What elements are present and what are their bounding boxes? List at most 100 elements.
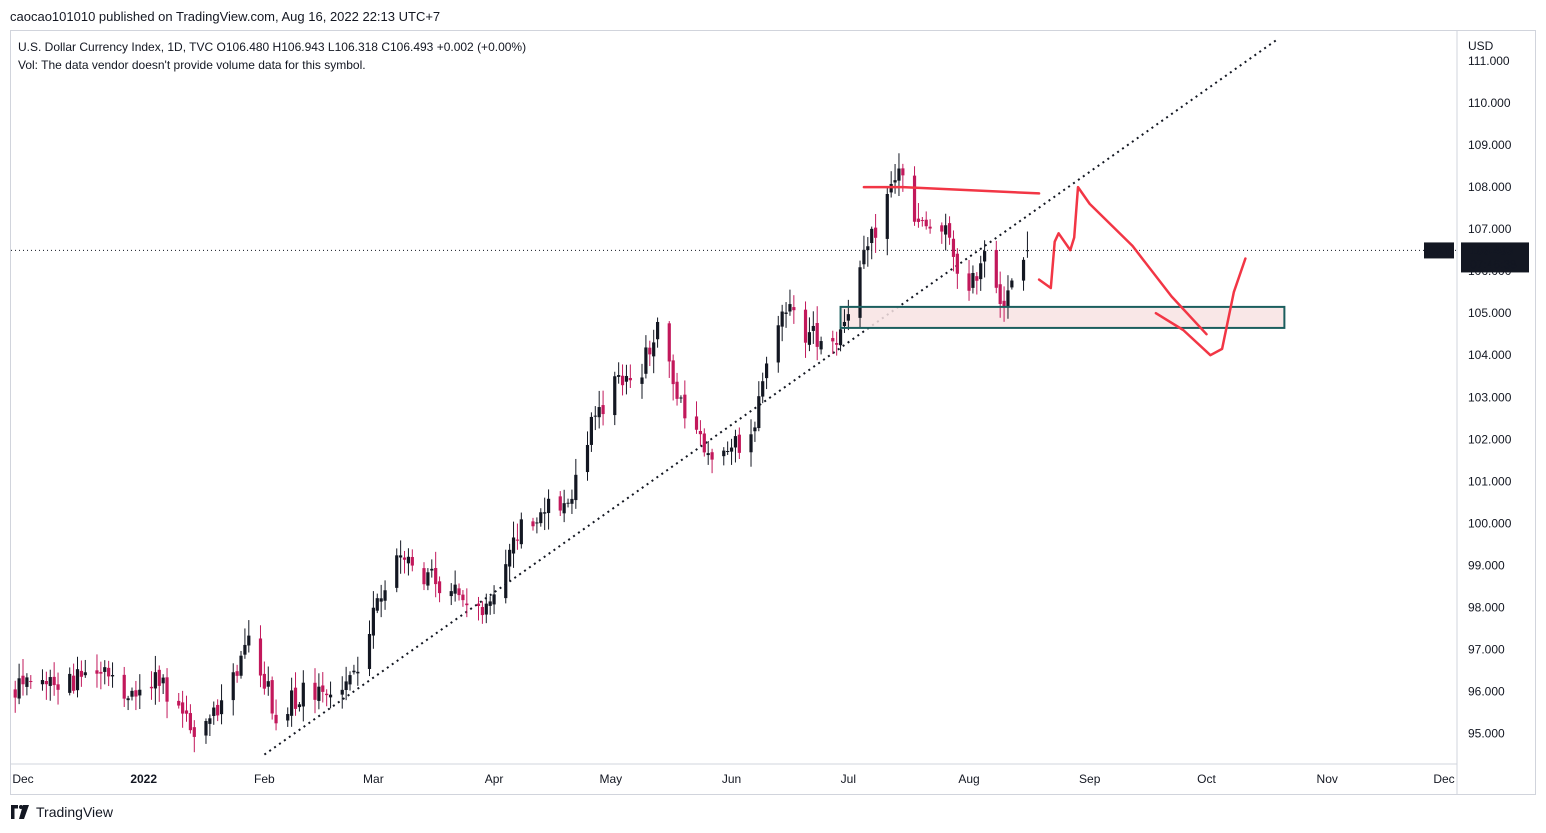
candle-body — [461, 594, 465, 601]
candle-body — [367, 633, 372, 669]
candle-body — [484, 603, 488, 615]
y-tick-label: 101.000 — [1468, 474, 1512, 488]
candle-body — [983, 251, 987, 262]
candle-body — [858, 267, 862, 318]
candle-body — [722, 450, 726, 457]
candle-body — [375, 598, 379, 611]
candle-body — [402, 557, 407, 560]
candle-body — [216, 704, 220, 716]
candle-body — [842, 321, 847, 326]
candle-body — [449, 591, 453, 597]
candle-body — [270, 680, 274, 714]
candle-body — [648, 347, 652, 355]
candle-body — [177, 700, 181, 706]
candle-body — [83, 672, 87, 676]
y-tick-label: 102.000 — [1468, 432, 1512, 446]
x-tick-label: Dec — [12, 772, 33, 786]
candle-body — [679, 397, 683, 399]
resistance-line — [862, 185, 1041, 195]
candle-body — [761, 381, 765, 397]
candle-body — [149, 686, 154, 689]
candle-body — [601, 405, 605, 415]
candle-body — [56, 684, 60, 690]
candle-body — [624, 375, 629, 382]
candle-body — [476, 603, 481, 607]
candle-body — [399, 555, 403, 558]
y-tick-label: 103.000 — [1468, 390, 1512, 404]
candle-body — [838, 329, 843, 346]
candle-body — [539, 512, 543, 524]
candle-body — [430, 568, 434, 571]
candle-body — [317, 686, 321, 701]
candle-body — [258, 638, 263, 676]
candle-body — [352, 670, 356, 673]
x-tick-label: Oct — [1197, 772, 1216, 786]
candle-body — [835, 343, 839, 345]
candle-body — [901, 168, 905, 176]
candle-body — [1021, 259, 1026, 281]
candle-body — [184, 710, 189, 714]
candle-body — [897, 168, 901, 181]
y-tick-label: 100.000 — [1468, 516, 1512, 530]
candle-body — [967, 273, 971, 291]
candle-body — [893, 180, 897, 183]
candle-body — [243, 644, 247, 655]
candle-body — [153, 672, 157, 689]
candle-body — [321, 685, 325, 692]
candle-body — [628, 377, 632, 381]
candle-body — [815, 322, 819, 347]
candle-body — [161, 677, 165, 684]
y-tick-label: 99.000 — [1468, 558, 1505, 572]
candle-body — [17, 678, 21, 699]
candle-body — [511, 537, 516, 554]
candle-body — [457, 588, 461, 596]
candle-body — [383, 590, 387, 601]
candle-body — [219, 700, 224, 715]
symbol-tag — [1424, 242, 1454, 259]
candles — [13, 153, 1030, 753]
candle-body — [465, 603, 469, 606]
candle-body — [546, 498, 551, 514]
candle-body — [975, 276, 979, 281]
candle-body — [235, 671, 239, 676]
candle-body — [293, 687, 298, 709]
candle-body — [644, 347, 648, 374]
candle-body — [99, 671, 103, 674]
candle-body — [870, 228, 874, 244]
candle-body — [613, 376, 617, 416]
candle-body — [504, 564, 508, 599]
candle-body — [52, 676, 56, 686]
candle-body — [597, 407, 601, 418]
currency-label: USD — [1468, 39, 1494, 53]
candle-body — [519, 519, 523, 545]
x-tick-label: Nov — [1317, 772, 1338, 786]
candle-body — [585, 444, 590, 473]
candle-body — [103, 667, 107, 672]
candle-body — [204, 721, 208, 736]
candle-body — [726, 450, 730, 452]
projection-path-2 — [1154, 257, 1247, 357]
chart-grid — [11, 31, 1458, 794]
candle-body — [348, 675, 352, 685]
y-tick-label: 110.000 — [1468, 96, 1511, 110]
candle-body — [410, 556, 414, 566]
candle-body — [247, 635, 251, 646]
candle-body — [947, 223, 952, 238]
x-tick-label: Dec — [1433, 772, 1454, 786]
candle-body — [266, 681, 270, 687]
candle-body — [543, 512, 547, 514]
candle-body — [395, 555, 399, 588]
y-tick-label: 107.000 — [1468, 222, 1512, 236]
candle-body — [340, 689, 344, 695]
candle-body — [434, 568, 438, 585]
tradingview-logo-icon — [11, 805, 29, 819]
candle-body — [706, 453, 710, 456]
candle-body — [885, 194, 889, 239]
footer-brand[interactable]: TradingView — [10, 804, 113, 820]
chart-frame[interactable] — [10, 30, 1536, 795]
candle-body — [803, 309, 808, 343]
candle-body — [698, 431, 703, 435]
candle-body — [1006, 290, 1010, 307]
candle-body — [29, 681, 33, 683]
